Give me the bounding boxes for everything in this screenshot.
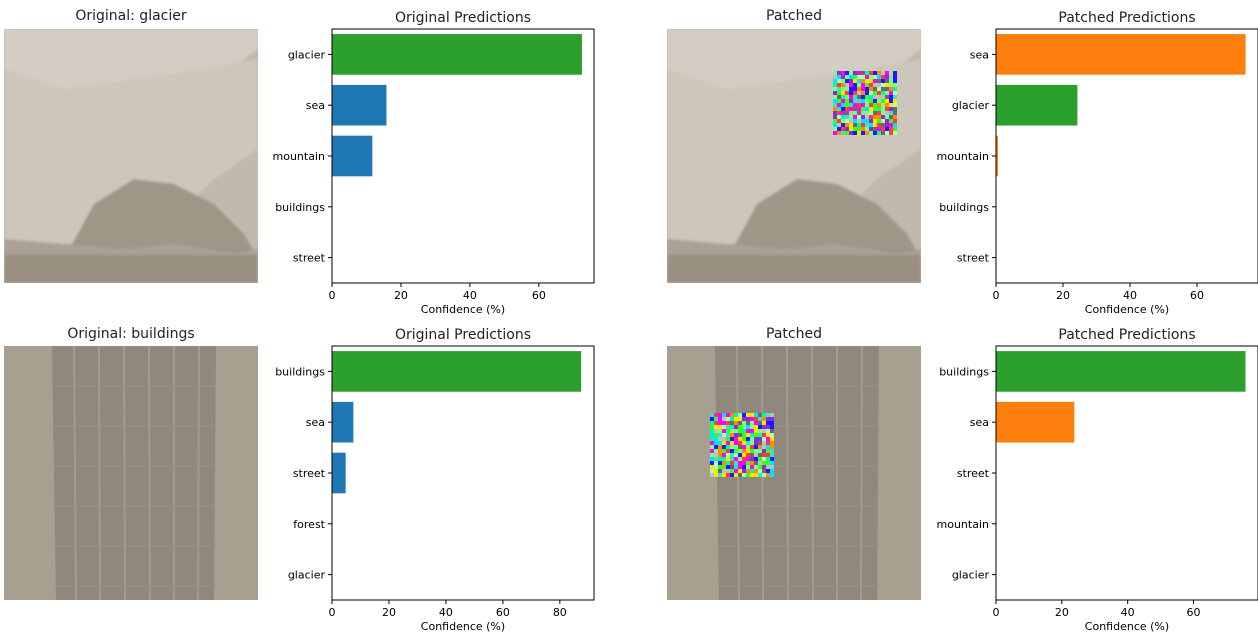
chart-title: Original Predictions (395, 327, 531, 343)
bar-glacier (996, 84, 1078, 126)
patched-glacier-image (667, 29, 921, 283)
x-tick-label: 40 (463, 289, 477, 302)
axes-frame (331, 345, 595, 601)
axes-frame (995, 28, 1258, 284)
x-axis-label: Confidence (%) (421, 620, 505, 633)
original-buildings-image (4, 346, 258, 600)
bar-sea (332, 401, 354, 443)
y-tick-label-street: street (957, 467, 990, 480)
y-tick-label-glacier: glacier (952, 569, 990, 582)
y-tick-label-sea: sea (970, 416, 989, 429)
patched-image-title-2: Patched (766, 326, 822, 342)
y-tick-label-sea: sea (306, 416, 325, 429)
original-glacier-image (4, 29, 258, 283)
y-tick-label-forest: forest (293, 518, 325, 531)
y-tick-label-sea: sea (306, 99, 325, 112)
bar-sea (332, 84, 387, 126)
chart-patched-predictions-2: Patched Predictions buildings sea street mou… (937, 327, 1258, 633)
patched-image-title-1: Patched (766, 8, 822, 24)
x-tick-label: 60 (1190, 289, 1204, 302)
x-tick-label: 20 (394, 289, 408, 302)
original-image-title-1: Original: glacier (75, 8, 187, 24)
x-axis-label: Confidence (%) (1085, 620, 1169, 633)
y-tick-label-buildings: buildings (939, 201, 989, 214)
bar-street (332, 452, 346, 494)
bar-sea (996, 401, 1075, 443)
x-tick-label: 80 (553, 606, 567, 619)
y-tick-label-mountain: mountain (937, 518, 989, 531)
chart-title: Patched Predictions (1058, 10, 1195, 26)
x-tick-label: 20 (1056, 289, 1070, 302)
x-tick-label: 20 (1055, 606, 1069, 619)
y-tick-label-buildings: buildings (275, 365, 325, 378)
chart-patched-predictions-1: Patched Predictions sea glacier mountain bui… (937, 10, 1258, 316)
adversarial-patch (710, 413, 774, 477)
axes-frame (331, 28, 595, 284)
x-tick-label: 0 (993, 606, 1000, 619)
y-tick-label-buildings: buildings (275, 201, 325, 214)
patched-buildings-image (667, 346, 921, 600)
y-tick-label-street: street (293, 467, 326, 480)
y-tick-label-street: street (293, 252, 326, 265)
bar-buildings (332, 351, 582, 392)
x-tick-label: 60 (1186, 606, 1200, 619)
chart-original-predictions-2: Original Predictions buildings sea street fo… (275, 327, 595, 633)
x-tick-label: 60 (532, 289, 546, 302)
y-tick-label-glacier: glacier (288, 569, 326, 582)
chart-original-predictions-1: Original Predictions glacier sea mountain bu… (273, 10, 595, 316)
adversarial-patch (833, 71, 897, 135)
x-tick-label: 0 (329, 606, 336, 619)
y-tick-label-mountain: mountain (273, 150, 325, 163)
y-tick-label-sea: sea (970, 48, 989, 61)
bar-mountain (996, 135, 999, 177)
bar-mountain (332, 135, 373, 177)
bar-buildings (996, 351, 1246, 392)
x-tick-label: 0 (993, 289, 1000, 302)
bar-glacier (332, 34, 582, 75)
x-axis-label: Confidence (%) (421, 303, 505, 316)
original-image-title-2: Original: buildings (67, 326, 195, 342)
x-tick-label: 40 (1121, 606, 1135, 619)
axes-frame (995, 345, 1258, 601)
chart-title: Patched Predictions (1058, 327, 1195, 343)
bar-sea (996, 34, 1246, 75)
y-tick-label-street: street (957, 252, 990, 265)
y-tick-label-mountain: mountain (937, 150, 989, 163)
y-tick-label-glacier: glacier (952, 99, 990, 112)
x-tick-label: 40 (1123, 289, 1137, 302)
chart-title: Original Predictions (395, 10, 531, 26)
y-tick-label-glacier: glacier (288, 48, 326, 61)
x-axis-label: Confidence (%) (1085, 303, 1169, 316)
x-tick-label: 60 (496, 606, 510, 619)
x-tick-label: 20 (382, 606, 396, 619)
x-tick-label: 0 (329, 289, 336, 302)
x-tick-label: 40 (439, 606, 453, 619)
y-tick-label-buildings: buildings (939, 365, 989, 378)
